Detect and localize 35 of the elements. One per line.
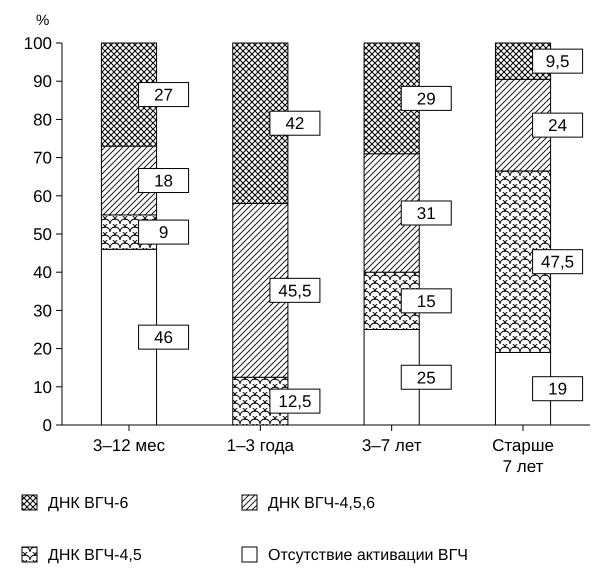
- legend-label: ДНК ВГЧ-6: [48, 495, 128, 512]
- y-tick-label: 90: [33, 72, 52, 92]
- data-label: 25: [416, 368, 436, 388]
- x-tick-label: 3–7 лет: [362, 436, 422, 455]
- data-label: 29: [416, 89, 436, 108]
- x-tick-label: 3–12 мес: [92, 436, 166, 455]
- y-tick-label: 30: [33, 301, 52, 320]
- y-tick-label: 40: [33, 263, 52, 282]
- data-label: 19: [548, 380, 568, 399]
- y-tick-label: 50: [33, 225, 52, 244]
- data-label: 42: [285, 114, 304, 134]
- data-label: 31: [416, 204, 436, 223]
- y-axis-title: %: [36, 12, 50, 29]
- y-tick-label: 80: [33, 110, 52, 130]
- data-label: 9: [158, 223, 168, 242]
- data-label: 12,5: [278, 392, 312, 412]
- data-label: 15: [416, 292, 436, 311]
- data-label: 27: [154, 86, 174, 105]
- data-label: 24: [548, 116, 568, 136]
- y-tick-label: 0: [42, 416, 52, 435]
- data-label: 9,5: [546, 52, 570, 72]
- data-label: 18: [154, 172, 174, 191]
- y-tick-label: 100: [24, 34, 52, 53]
- x-tick-label: 1–3 года: [226, 436, 295, 455]
- data-label: 45,5: [278, 281, 312, 300]
- y-tick-label: 70: [33, 148, 52, 168]
- x-tick-label: Старше 7 лет: [492, 436, 554, 476]
- y-tick-label: 10: [33, 378, 52, 397]
- data-label: 46: [154, 328, 174, 348]
- data-label: 47,5: [541, 252, 574, 272]
- legend-label: ДНК ВГЧ-4,5,6: [268, 495, 376, 512]
- legend-label: ДНК ВГЧ-4,5: [48, 547, 142, 564]
- legend-label: Отсутствие активации ВГЧ: [268, 547, 468, 564]
- y-tick-label: 60: [33, 186, 52, 206]
- y-tick-label: 20: [33, 340, 52, 359]
